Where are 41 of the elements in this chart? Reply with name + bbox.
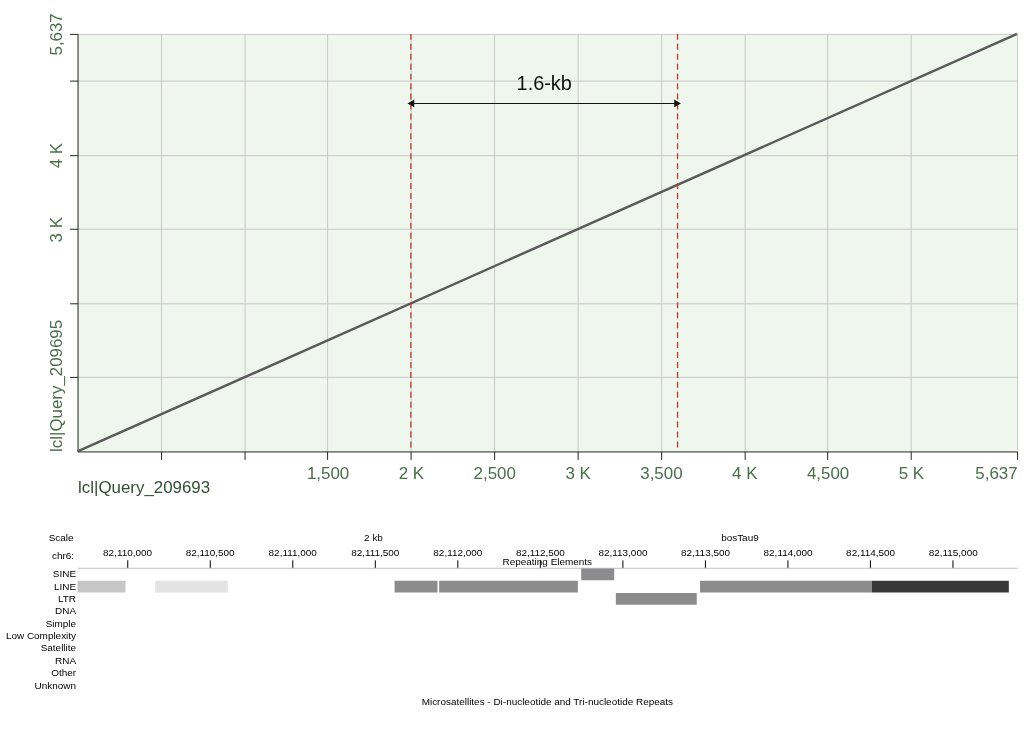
- x-tick-label: 82,111,000: [268, 547, 318, 559]
- text: 2 kb: [364, 531, 384, 543]
- y-tick-label: Other: [51, 667, 77, 679]
- x-tick-label: 5 K: [898, 463, 925, 483]
- y-tick-label: LINE: [53, 580, 77, 592]
- annotation: 1.6-kb: [516, 71, 572, 94]
- y-tick-label: DNA: [55, 605, 77, 617]
- x-tick-label: 82,110,500: [185, 547, 236, 559]
- x-tick-label: 2 K: [398, 463, 425, 483]
- x-tick-label: 82,110,000: [103, 547, 153, 559]
- y-tick-label: 3 K: [47, 216, 67, 243]
- x-tick-label: 4,500: [806, 463, 850, 483]
- y-axis-title: lcl|Query_209695: [47, 319, 67, 452]
- y-tick-label: 5,637: [47, 13, 67, 56]
- x-tick-label: 4 K: [732, 463, 759, 483]
- x-tick-label: 82,115,000: [928, 547, 979, 559]
- y-tick-label: Unknown: [34, 679, 77, 691]
- y-tick-label: 4 K: [47, 142, 67, 169]
- x-tick-label: 82,114,000: [763, 547, 814, 559]
- y-tick-label: Simple: [45, 617, 77, 629]
- y-tick-label: Low Complexity: [5, 630, 77, 642]
- x-axis-title: chr6:: [51, 550, 75, 562]
- x-tick-label: 1,500: [306, 463, 350, 483]
- x-tick-label: 5,637: [975, 463, 1018, 483]
- x-tick-label: 82,111,500: [351, 547, 400, 559]
- x-tick-label: 82,113,000: [598, 547, 648, 559]
- y-tick-label: SINE: [52, 568, 77, 580]
- y-tick-label: Satellite: [40, 642, 77, 654]
- x-tick-label: 82,114,500: [846, 547, 896, 559]
- x-tick-label: 2,500: [473, 463, 516, 483]
- x-tick-label: 3 K: [565, 463, 592, 483]
- text: bosTau9: [721, 531, 760, 543]
- x-tick-label: 82,112,500: [515, 547, 566, 559]
- text: Microsatellites - Di-nucleotide and Tri-nucleotide Repeats: [421, 695, 673, 707]
- x-tick-label: 82,112,000: [433, 547, 483, 559]
- y-tick-label: LTR: [58, 592, 77, 604]
- x-axis-title: lcl|Query_209693: [78, 477, 211, 497]
- text: Scale: [48, 531, 75, 543]
- x-tick-label: 82,113,500: [681, 547, 731, 559]
- y-tick-label: RNA: [55, 654, 77, 666]
- x-tick-label: 3,500: [640, 463, 683, 483]
